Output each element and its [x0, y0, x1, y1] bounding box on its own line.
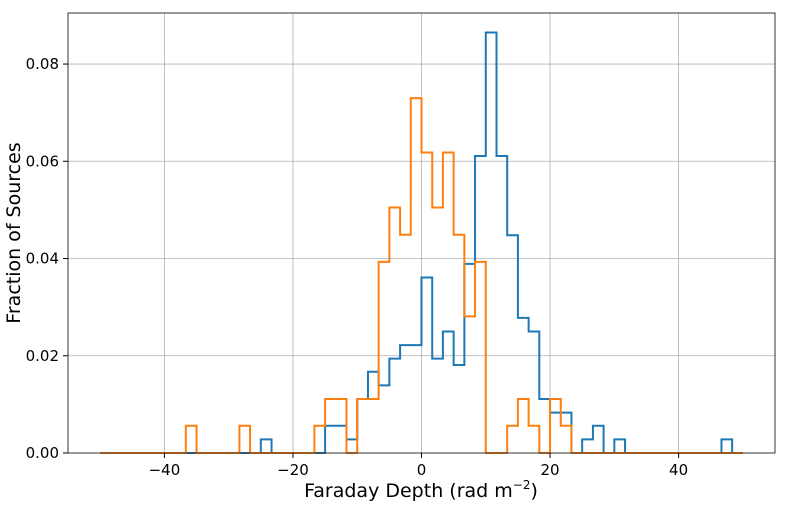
y-axis-label: Fraction of Sources [3, 142, 25, 323]
y-tick-label: 0.00 [26, 444, 59, 462]
x-tick-label: −20 [277, 461, 309, 479]
grid-lines [68, 13, 775, 454]
x-tick-label: −40 [149, 461, 181, 479]
y-tick-label: 0.02 [26, 347, 59, 365]
y-tick-label: 0.08 [26, 55, 59, 73]
x-axis-label: Faraday Depth (rad m−2) [304, 478, 538, 502]
x-tick-label: 0 [417, 461, 427, 479]
axis-ticks: −40 −20 0 20 40 0.00 0.02 0.04 0.06 0.08 [26, 55, 689, 479]
x-tick-label: 40 [669, 461, 688, 479]
y-tick-label: 0.06 [26, 152, 59, 170]
x-tick-label: 20 [540, 461, 559, 479]
y-tick-label: 0.04 [26, 250, 59, 268]
